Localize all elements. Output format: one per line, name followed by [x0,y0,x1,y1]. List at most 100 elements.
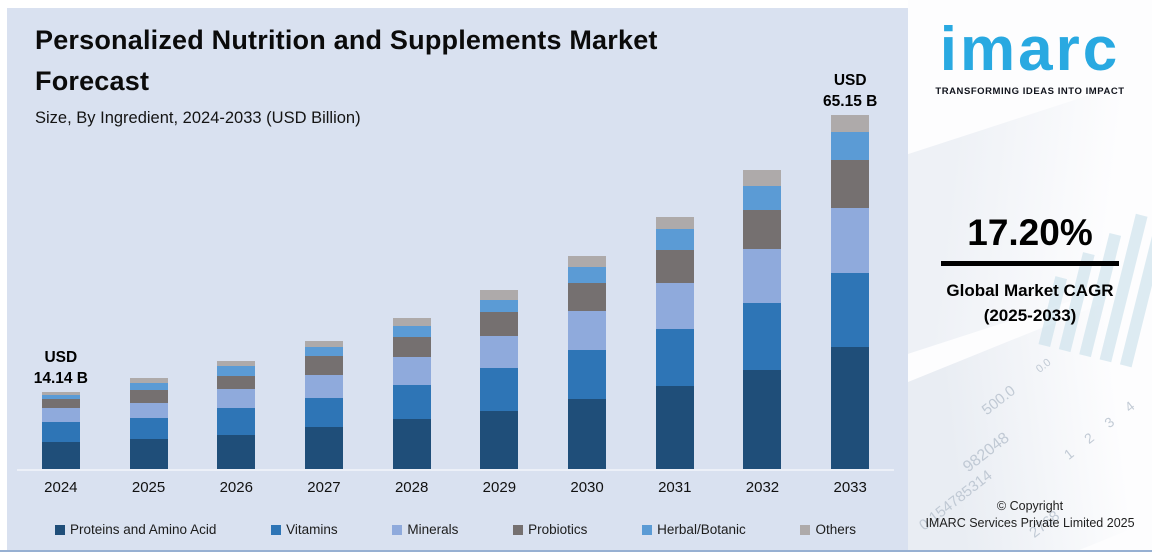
legend-label-minerals: Minerals [407,522,459,537]
x-axis-labels: 2024 2025 2026 2027 2028 2029 2030 2031 2032 2033 [17,479,894,496]
bar-segment-herbal-botanic [304,346,343,357]
bar-segment-herbal-botanic [217,366,256,377]
bar-segment-vitamins [568,350,607,400]
copyright: © Copyright IMARC Services Private Limit… [908,498,1152,532]
legend-label-vitamins: Vitamins [286,522,338,537]
bar-segment-others [392,317,431,327]
bar-column-2032 [719,170,807,469]
bar-segment-minerals [568,311,607,351]
bar-stack-2025 [129,377,168,469]
bar-segment-vitamins [743,303,782,371]
bar-segment-probiotics [392,336,431,358]
legend-swatch-proteins-and-amino-acid [55,524,65,535]
chart-header: Personalized Nutrition and Supplements M… [35,20,855,128]
legend-swatch-probiotics [513,524,524,535]
bar-segment-others [568,256,607,268]
bar-segment-minerals [831,207,870,274]
bar-segment-probiotics [304,356,343,375]
bar-stack-2028 [392,317,431,469]
bar-segment-probiotics [743,210,782,250]
bar-segment-herbal-botanic [129,383,168,391]
x-axis-label-2031: 2031 [658,479,692,496]
chart-card: Personalized Nutrition and Supplements M… [7,8,908,550]
bar-segment-vitamins [831,273,870,347]
copyright-line1: © Copyright [996,499,1064,513]
chart-legend: Proteins and Amino Acid Vitamins Minerals P… [55,522,856,537]
bar-column-2031 [631,216,719,469]
chart-title-line1: Personalized Nutrition and Supplements M… [35,25,658,55]
chart-subtitle: Size, By Ingredient, 2024-2033 (USD Bill… [35,109,361,127]
bar-column-2026 [192,361,280,469]
legend-item-minerals: Minerals [392,522,458,537]
bar-column-2033: USD 65.15 B [806,70,894,469]
bar-segment-minerals [304,374,343,399]
x-axis-label-2030: 2030 [570,479,604,496]
bar-segment-vitamins [41,422,80,442]
bar-stack-2030 [568,256,607,469]
bar-segment-proteins-and-amino-acid [41,441,80,469]
legend-swatch-vitamins [271,524,282,535]
watermark-number: 500.0 [978,382,1019,419]
legend-item-vitamins: Vitamins [271,522,338,537]
bar-segment-vitamins [480,367,519,411]
legend-item-probiotics: Probiotics [513,522,587,537]
bar-value-label-2033: USD 65.15 B [823,72,878,111]
bar-segment-others [655,216,694,230]
x-axis-label-2027: 2027 [307,479,341,496]
bar-value-label-2024: USD 14.14 B [33,349,88,388]
bar-segment-vitamins [129,418,168,440]
bar-segment-herbal-botanic [655,229,694,251]
bar-segment-others [41,392,80,396]
bar-segment-vitamins [217,407,256,436]
legend-swatch-others [800,524,811,535]
bar-segment-herbal-botanic [480,300,519,312]
bar-segment-proteins-and-amino-acid [831,346,870,469]
legend-label-herbal-botanic: Herbal/Botanic [657,522,746,537]
x-axis-label-2033: 2033 [833,479,867,496]
bar-segment-others [217,361,256,367]
bar-segment-probiotics [480,311,519,336]
imarc-wordmark: imarc [939,15,1121,84]
bar-segment-minerals [217,388,256,408]
legend-item-others: Others [800,522,856,537]
bar-segment-vitamins [655,329,694,386]
bar-segment-probiotics [41,399,80,409]
bar-column-2030 [543,256,631,469]
x-axis-label-2032: 2032 [745,479,780,496]
bar-column-2024: USD 14.14 B [17,347,105,469]
bar-segment-herbal-botanic [392,326,431,337]
bar-segment-vitamins [392,384,431,420]
copyright-line2: IMARC Services Private Limited 2025 [925,516,1135,530]
bar-segment-others [304,341,343,347]
cagr-value: 17.20% [967,212,1093,253]
bar-segment-others [129,377,168,384]
watermark-number: 0.0 [1033,356,1054,376]
imarc-tagline: TRANSFORMING IDEAS INTO IMPACT [935,86,1125,97]
bar-segment-proteins-and-amino-acid [743,370,782,469]
bar-stack-2029 [480,289,519,469]
bar-segment-minerals [41,408,80,423]
x-axis-label-2029: 2029 [482,479,517,496]
bar-stack-2033 [831,115,870,469]
bar-stack-2024 [41,392,80,469]
bar-segment-herbal-botanic [743,185,782,211]
bar-segment-proteins-and-amino-acid [304,426,343,469]
bar-segment-proteins-and-amino-acid [129,439,168,469]
x-axis-label-2028: 2028 [394,479,429,496]
chart-title: Personalized Nutrition and Supplements M… [35,20,855,102]
bar-stack-2026 [217,361,256,469]
legend-label-proteins-and-amino-acid: Proteins and Amino Acid [70,522,217,537]
bar-segment-proteins-and-amino-acid [392,419,431,469]
bar-column-2029 [456,289,544,469]
bar-column-2027 [280,341,368,469]
watermark-number: 1 2 3 4 [1060,393,1144,463]
cagr-label-line2: (2025-2033) [983,306,1077,325]
legend-swatch-herbal-botanic [642,524,653,535]
bar-segment-minerals [743,249,782,304]
legend-swatch-minerals [392,524,403,535]
bar-segment-minerals [655,283,694,330]
bar-segment-others [743,170,782,186]
chart-title-line2: Forecast [35,66,150,96]
x-axis-label-2024: 2024 [44,479,78,496]
